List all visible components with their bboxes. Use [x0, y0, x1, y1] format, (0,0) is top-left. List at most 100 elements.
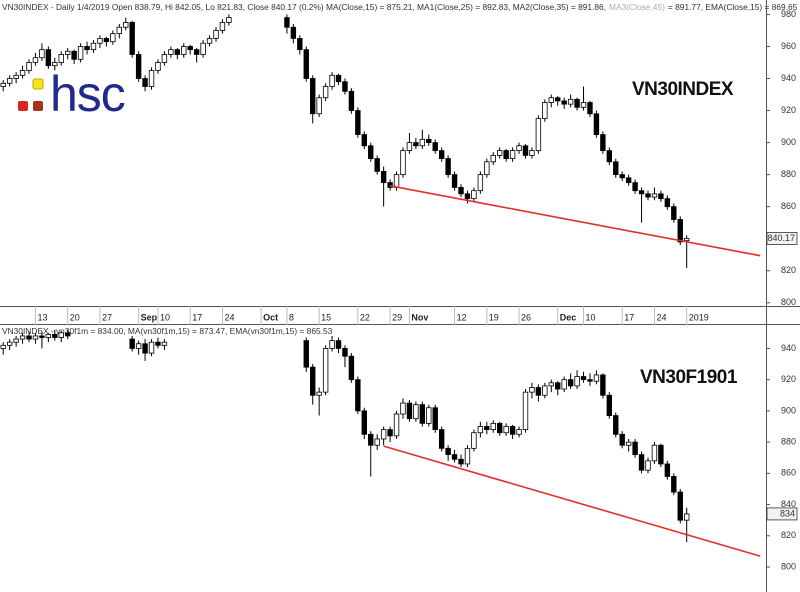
candle — [516, 426, 522, 438]
candle — [516, 142, 522, 154]
candle — [613, 412, 619, 438]
last-value-box — [766, 232, 798, 245]
candle — [32, 332, 39, 344]
candle-body — [393, 413, 400, 437]
candle — [548, 94, 554, 108]
panel-title: VN30INDEX — [632, 79, 734, 100]
candle-body — [638, 190, 645, 195]
candle — [284, 14, 290, 34]
last-value-box — [766, 507, 798, 521]
candle — [161, 339, 168, 350]
candle — [335, 337, 342, 354]
candle-body — [432, 142, 438, 151]
candle-body — [110, 33, 116, 43]
candle — [497, 147, 503, 159]
candle-body — [393, 174, 400, 188]
candle-body — [458, 187, 464, 195]
candle-body — [451, 454, 458, 460]
candle — [413, 401, 419, 422]
y-tick-label: 800 — [781, 297, 796, 307]
candle-body — [103, 38, 110, 43]
candle-body — [542, 102, 548, 119]
candle-body — [380, 429, 387, 440]
y-tick-label: 940 — [781, 343, 796, 353]
candle — [45, 46, 52, 69]
candle — [335, 73, 342, 85]
x-tick-label: 19 — [489, 312, 499, 322]
y-tick-label: 920 — [781, 105, 796, 115]
panel-header: VN30INDEX - vn30f1m = 834.00, MA(vn30f1m… — [2, 326, 333, 336]
candle — [406, 132, 413, 154]
candle-body — [619, 174, 625, 179]
candle — [632, 438, 638, 458]
candle-body — [477, 174, 484, 192]
candle-body — [625, 177, 632, 184]
candle-body — [380, 171, 387, 184]
candle — [671, 473, 677, 496]
x-tick-label: 20 — [70, 312, 80, 322]
candle-body — [97, 38, 103, 44]
candle-body — [677, 491, 683, 521]
candle-body — [438, 429, 445, 449]
candle-body — [535, 118, 542, 151]
candle — [368, 431, 374, 477]
candle — [619, 171, 625, 182]
candle-body — [651, 444, 658, 462]
candle — [316, 387, 322, 416]
candle-body — [490, 422, 496, 431]
candle — [600, 131, 606, 154]
candle — [6, 339, 13, 350]
candle-body — [161, 341, 168, 346]
candle-body — [503, 426, 509, 434]
candle — [677, 488, 683, 524]
candle-body — [567, 98, 574, 105]
candle-body — [142, 78, 148, 87]
candle-body — [335, 340, 342, 349]
candle-body — [58, 332, 64, 338]
candle — [625, 174, 632, 186]
candle-body — [368, 433, 374, 446]
y-tick-label: 980 — [781, 9, 796, 19]
last-value-label: 840.17 — [767, 233, 795, 243]
candle-body — [664, 463, 671, 477]
candle — [477, 171, 484, 194]
candle-body — [548, 382, 554, 387]
candle — [574, 97, 580, 111]
candle-body — [142, 343, 148, 354]
candle-body — [600, 134, 606, 151]
candle — [355, 107, 361, 138]
candle-body — [516, 429, 522, 435]
candle — [632, 179, 638, 194]
candle-body — [19, 70, 26, 76]
candle-body — [613, 161, 619, 176]
candle — [26, 331, 32, 343]
candle-body — [400, 150, 406, 176]
candle-body — [509, 426, 516, 435]
candle-body — [342, 348, 348, 357]
y-tick-label: 880 — [781, 169, 796, 179]
candle — [683, 507, 690, 543]
last-value-label: 834 — [780, 508, 795, 518]
candle — [593, 370, 600, 385]
candle-body — [187, 46, 193, 51]
candle — [0, 80, 6, 92]
candle-body — [348, 355, 355, 381]
candle-body — [458, 458, 464, 465]
candle — [155, 337, 161, 349]
candle-body — [348, 90, 355, 111]
header-part: = 891.77, EMA(Close,15) = 869.65 — [668, 2, 798, 12]
candle-body — [168, 49, 174, 55]
x-tick-label: 24 — [224, 312, 234, 322]
candle — [509, 147, 516, 162]
candle — [297, 35, 303, 55]
candle-body — [529, 387, 535, 393]
candle-body — [593, 113, 600, 135]
candle-body — [181, 46, 187, 55]
candle — [458, 184, 464, 198]
candle-body — [90, 42, 97, 51]
candle — [19, 65, 26, 79]
x-tick-label: 15 — [321, 312, 331, 322]
panel-title: VN30F1901 — [640, 367, 738, 388]
candle-body — [451, 174, 458, 188]
candle — [19, 332, 26, 344]
